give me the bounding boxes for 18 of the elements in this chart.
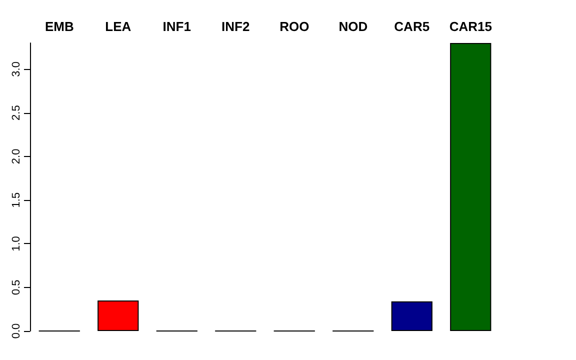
bar [98, 300, 139, 331]
x-tick-label: ROO [280, 19, 310, 34]
y-tick-label: 1.5 [10, 192, 22, 208]
bar [450, 43, 492, 331]
y-tick-label: 2.0 [10, 148, 22, 164]
x-tick-label: INF1 [162, 19, 191, 34]
y-tick-label: 0.5 [10, 280, 22, 296]
x-tick-label: CAR5 [394, 19, 430, 34]
y-tick-label: 1.0 [10, 236, 22, 252]
x-tick-label: INF2 [222, 19, 250, 34]
y-tick-label: 3.0 [10, 62, 22, 77]
x-tick-label: NOD [338, 19, 368, 34]
bar [391, 301, 432, 331]
x-tick-label: CAR15 [449, 19, 492, 34]
x-tick-label: LEA [105, 19, 132, 34]
x-tick-label: EMB [44, 19, 74, 34]
y-tick-label: 2.5 [10, 105, 22, 120]
y-tick-label: 0.0 [10, 323, 22, 339]
